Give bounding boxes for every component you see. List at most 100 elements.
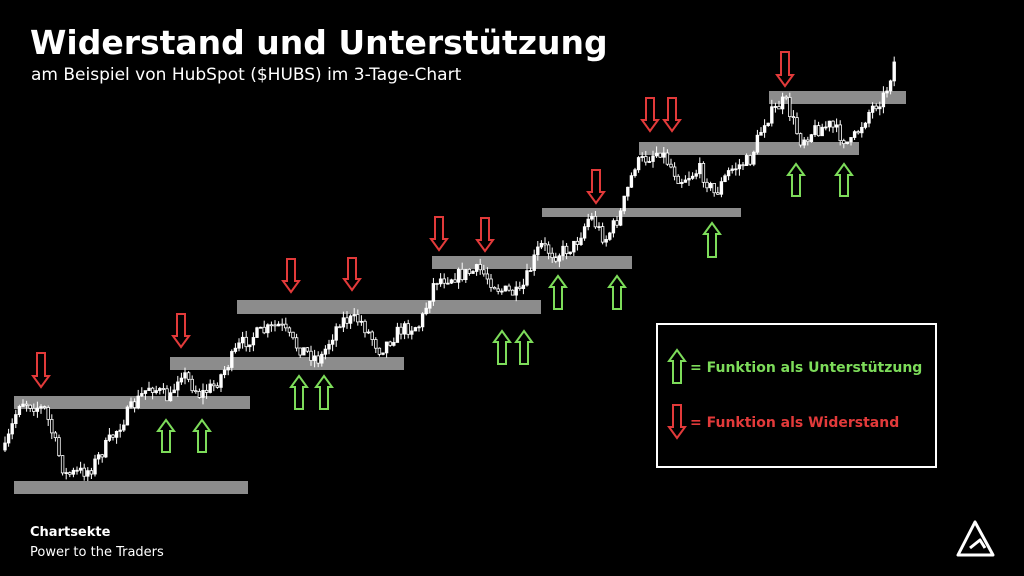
candle-body [453,279,457,283]
candle-body [669,163,673,168]
candle-body [147,387,151,391]
candle-body [78,467,83,471]
zone [639,142,859,155]
support-arrow [702,221,722,258]
candle-body [672,166,677,177]
candle-body [564,245,569,255]
resistance-arrow [281,258,301,294]
candle-body [438,278,443,285]
candle-body [852,131,857,138]
candle-body [456,268,461,283]
candle-body [496,288,500,292]
candle-body [312,355,317,361]
candle-body [741,164,745,167]
candle-body [708,183,713,189]
candle-body [485,273,490,280]
candle-body [615,220,619,226]
candle-body [492,287,497,290]
candle-body [32,407,36,412]
logo-outer [956,520,995,557]
candle-body [651,155,655,162]
resistance-arrow [31,352,51,389]
candle-body [338,326,342,329]
candle-body [500,290,504,293]
candle-body [791,116,796,118]
candle-body [755,134,760,153]
candle-body [352,314,356,317]
candle-body [284,323,288,329]
candle-body [640,156,644,158]
candle-body [752,151,756,165]
candle-body [597,226,601,228]
candle-body [658,152,662,158]
candle-body [442,278,446,284]
candle-body [158,388,162,391]
candle-body [809,134,814,142]
candle-body [644,156,648,163]
candle-body [190,378,194,392]
candle-body [150,387,155,393]
candle-body [618,210,623,226]
candle-body [14,414,18,425]
legend-support: = Funktion als Unterstützung [690,360,922,376]
candle-body [744,155,749,166]
candle-body [467,268,472,274]
candle-body [849,137,853,143]
support-arrow [314,374,334,410]
candle-body [489,278,493,288]
candle-body [3,442,7,451]
candle-body [374,339,378,349]
candle-body [323,348,328,355]
candle-body [568,251,572,255]
candle-body [554,257,558,262]
candle-body [305,347,310,352]
resistance-arrow [171,313,191,349]
candle-body [514,286,518,296]
candle-body [111,434,115,438]
candle-body [273,324,277,327]
candle-body [399,326,403,335]
candle-body [705,181,709,189]
support-arrow [289,374,309,410]
candle-body [176,381,180,391]
candle-body [730,168,734,171]
candle-body [53,432,58,439]
candle-body [633,169,637,177]
candle-body [737,164,742,170]
candle-body [543,242,547,246]
candle-body [784,96,788,99]
logo [956,520,995,557]
candle-body [35,407,40,412]
candle-body [478,264,482,271]
candle-body [532,254,536,271]
candle-body [89,470,94,475]
candle-body [366,331,371,334]
subtitle: am Beispiel von HubSpot ($HUBS) im 3-Tag… [31,65,462,85]
candle-body [762,125,767,133]
candle-body [507,285,511,291]
candle-body [136,395,140,409]
candle-body [64,472,68,474]
resistance-arrow [475,217,495,253]
candle-body [334,326,338,341]
candle-body [600,226,605,243]
candle-body [780,96,785,110]
candle-body [716,192,720,195]
candle-body [330,339,335,345]
zone [432,256,632,269]
candle-body [539,242,544,248]
candle-body [309,350,313,361]
candle-body [219,374,223,388]
candle-body [518,286,522,289]
candle-body [575,240,580,245]
candle-body [838,124,842,142]
candle-body [795,117,799,135]
candle-body [269,324,274,327]
candle-body [701,163,706,183]
candle-body [636,157,641,171]
candle-body [546,244,551,254]
legend-box [656,323,937,468]
candle-body [662,152,666,158]
candle-body [107,434,112,441]
candle-body [122,424,126,431]
